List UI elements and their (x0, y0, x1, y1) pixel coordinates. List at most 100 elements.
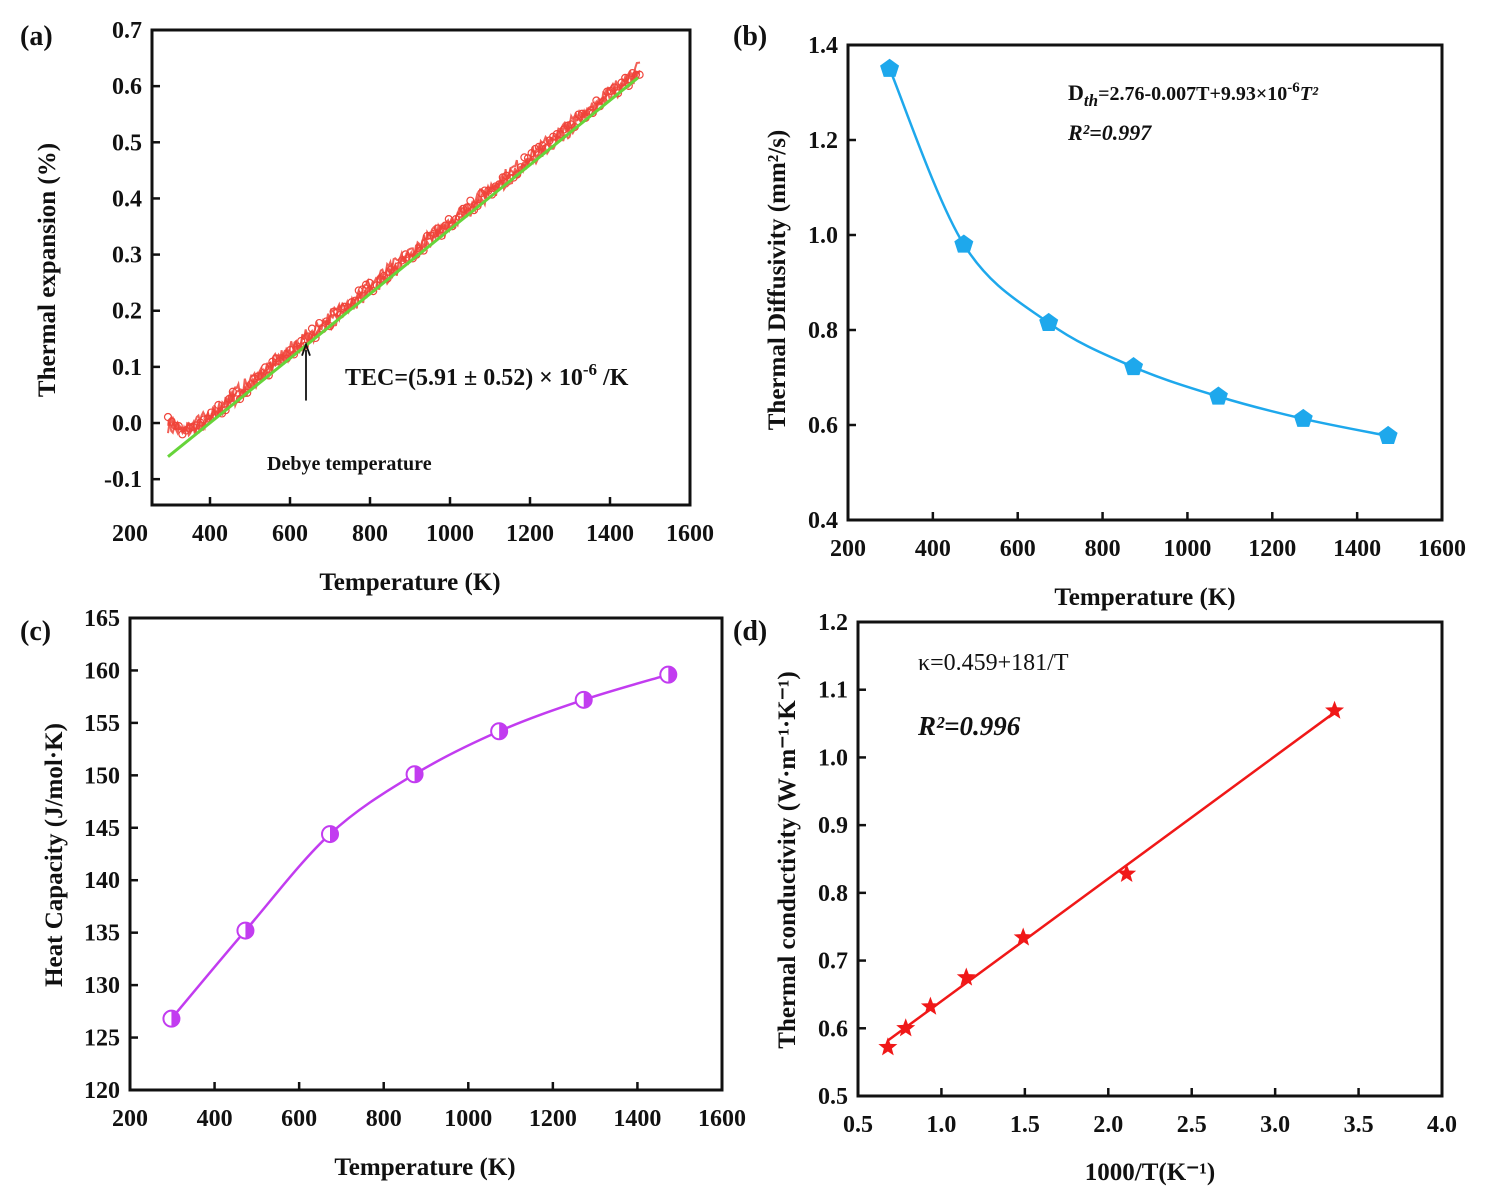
y-tick-label: 0.8 (818, 881, 848, 907)
data-point (635, 70, 644, 79)
data-point (365, 278, 374, 288)
panel-d: 0.5 1.0 1.5 2.0 2.5 3.0 3.5 4.0 0.5 0.6 0.7 0.8 0.9 1… (733, 610, 1457, 1186)
equation-eq_end: T² (1300, 83, 1319, 105)
y-axis-label: Thermal conductivity (W·m⁻¹·K⁻¹) (774, 671, 801, 1048)
x-tick-label: 1400 (613, 1106, 661, 1132)
data-point-half-fill (330, 826, 339, 843)
data-point (574, 110, 583, 119)
panel-label: (d) (733, 616, 767, 647)
panel-c: 200 400 600 800 1000 1200 1400 1600 120 125 130 135… (20, 606, 746, 1181)
panel-a: 200 400 600 800 1000 1200 1400 1600 -0.1 0.0 0.1 0.… (20, 18, 714, 596)
y-tick-label: 145 (84, 816, 120, 842)
y-tick-label: 0.2 (112, 299, 142, 325)
data-point (325, 322, 335, 331)
data-point (480, 186, 489, 195)
data-point (171, 421, 180, 430)
x-tick-label: 1000 (444, 1106, 492, 1132)
y-tick-label: 1.0 (818, 745, 848, 771)
panel-label: (c) (20, 616, 51, 647)
x-tick-label: 1200 (506, 521, 554, 547)
data-point (311, 333, 320, 343)
y-axis-label: Thermal Diffusivity (mm²/s) (764, 130, 791, 431)
plot-frame (846, 43, 1444, 522)
data-point-half-fill (414, 766, 423, 783)
x-tick-label: 1600 (666, 521, 714, 547)
data-point (552, 130, 561, 139)
y-tick-label: 1.4 (808, 33, 838, 59)
data-point-star (878, 1037, 898, 1056)
tec-tec_unit: /K (597, 365, 629, 391)
data-point-pentagon (954, 234, 974, 253)
data-point (466, 196, 475, 205)
fit-curve (170, 673, 669, 1020)
y-tick-label: 0.9 (818, 813, 848, 839)
data-point-star (1117, 863, 1137, 882)
fit-curve (887, 711, 1336, 1042)
diffusivity-equation: Dth=2.76-0.007T+9.93×10-6T² (1068, 80, 1319, 110)
y-tick-label: 130 (84, 973, 120, 999)
data-point (199, 415, 209, 424)
data-point (203, 414, 212, 423)
data-point (189, 422, 198, 431)
data-point-half-fill (583, 691, 592, 708)
x-tick-label: 1400 (1333, 536, 1381, 562)
x-tick-label: 600 (281, 1106, 317, 1132)
data-point (214, 400, 223, 410)
y-axis-label: Heat Capacity (J/mol·K) (41, 723, 68, 987)
data-point-pentagon (1208, 386, 1228, 405)
x-tick-label: 1400 (586, 521, 634, 547)
data-point (419, 246, 428, 255)
y-tick-label: 155 (84, 711, 120, 737)
equation-eq_exp: -6 (1287, 80, 1300, 96)
data-point (221, 406, 230, 415)
data-point (423, 231, 432, 241)
plot-frame (128, 616, 724, 1092)
data-point (487, 190, 497, 199)
data-point (307, 324, 317, 333)
y-tick-label: 1.2 (808, 128, 838, 154)
y-tick-label: -0.1 (104, 467, 142, 493)
data-point (275, 357, 284, 366)
data-point (369, 287, 378, 296)
debye-temperature-label: Debye temperature (267, 453, 432, 475)
data-point-star (896, 1018, 916, 1037)
data-point (520, 153, 529, 162)
y-tick-label: 0.5 (818, 1084, 848, 1110)
y-tick-label: 0.5 (112, 130, 142, 156)
r-squared-label: R²=0.997 (1067, 120, 1152, 145)
data-point (610, 83, 619, 92)
x-tick-label: 1600 (698, 1106, 746, 1132)
y-tick-label: 160 (84, 658, 120, 684)
plot-frame (150, 28, 692, 507)
x-tick-label: 1200 (529, 1106, 577, 1132)
x-tick-label: 3.0 (1260, 1112, 1290, 1138)
x-tick-label: 600 (1000, 536, 1036, 562)
equation-eq_sub: th (1084, 91, 1098, 110)
data-point-pentagon (880, 58, 900, 77)
data-point (340, 302, 349, 311)
data-point-half-fill (499, 723, 508, 740)
x-tick-label: 200 (830, 536, 866, 562)
x-tick-label: 4.0 (1427, 1112, 1457, 1138)
y-tick-label: 0.6 (808, 413, 838, 439)
x-tick-label: 3.5 (1344, 1112, 1374, 1138)
data-point (603, 87, 612, 96)
data-point (462, 203, 471, 212)
x-tick-label: 800 (352, 521, 388, 547)
x-tick-label: 0.5 (843, 1112, 873, 1138)
y-axis-label: Thermal expansion (%) (34, 143, 61, 397)
data-point (433, 224, 443, 233)
y-tick-label: 0.8 (808, 318, 838, 344)
data-point (228, 387, 237, 396)
data-point (264, 371, 273, 380)
y-tick-label: 0.7 (818, 949, 848, 975)
x-tick-label: 600 (272, 521, 308, 547)
x-axis-label: Temperature (K) (319, 569, 500, 596)
equation-eq_rest: =2.76-0.007T+9.93×10 (1098, 83, 1287, 105)
y-tick-label: 150 (84, 763, 120, 789)
y-tick-label: 0.7 (112, 18, 142, 44)
y-tick-label: 1.2 (818, 610, 848, 636)
y-tick-label: 0.0 (112, 411, 142, 437)
x-tick-label: 1000 (426, 521, 474, 547)
